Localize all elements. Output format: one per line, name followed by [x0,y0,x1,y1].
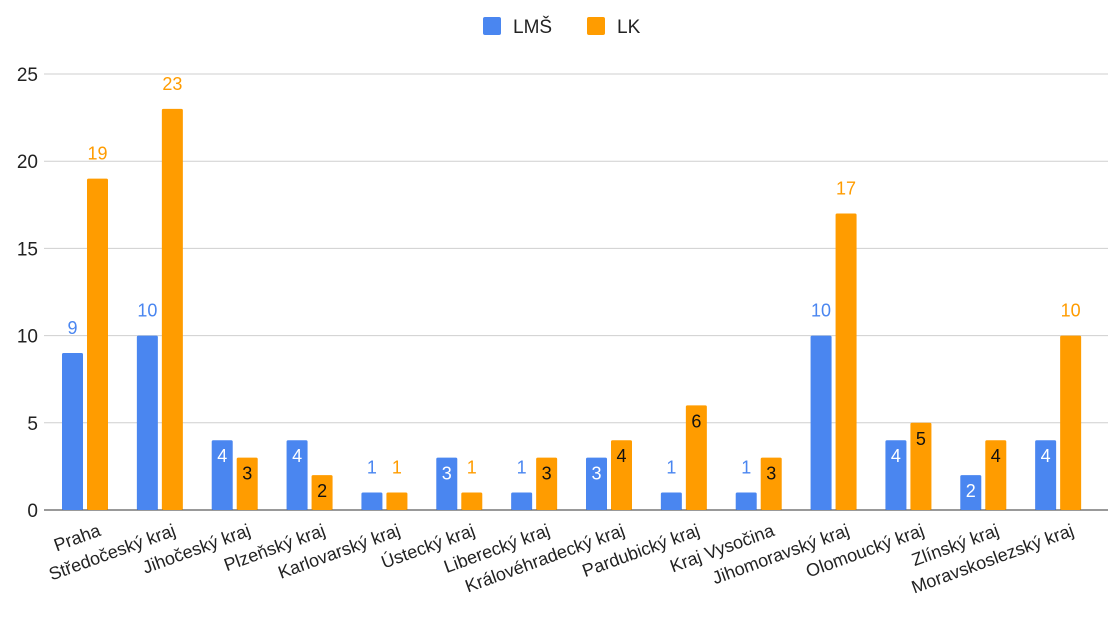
bar-lk [910,422,932,510]
legend-label: LK [617,17,641,38]
bar-lms [960,475,982,510]
bar-lms [586,457,607,510]
bar-lk [536,457,558,510]
bar-lms [136,335,158,510]
data-label: 10 [811,301,831,321]
data-label: 1 [367,458,377,478]
data-label: 9 [67,318,77,338]
data-label: 1 [392,458,402,478]
data-label: 4 [292,446,302,466]
bar-lms [511,492,533,510]
data-label: 19 [87,144,107,164]
bars [62,108,1082,510]
bar-lk [835,213,857,510]
bar-lk [461,492,483,510]
data-label: 3 [442,464,452,484]
y-axis-ticks: 0 5 10 15 20 25 [17,65,38,522]
y-tick-label: 5 [27,414,38,435]
data-label: 4 [616,446,626,466]
legend-swatch [483,17,501,35]
data-label: 1 [666,458,676,478]
data-label: 23 [162,74,182,94]
data-label: 3 [766,464,776,484]
bar-lms [62,353,83,510]
data-label: 4 [1041,446,1051,466]
bar-lms [436,457,458,510]
bar-lk [685,405,707,510]
bar-lms [286,440,308,510]
bar-lk [760,457,782,510]
data-label: 10 [1061,301,1081,321]
data-label: 3 [242,464,252,484]
data-label: 2 [317,481,327,501]
bar-lms [885,440,907,510]
bar-lk [161,108,183,510]
legend-label: LMŠ [513,16,552,38]
bar-lms [211,440,233,510]
bar-lk [985,440,1007,510]
data-label: 2 [966,481,976,501]
bar-lms [660,492,682,510]
bar-lk [236,457,258,510]
data-label: 4 [991,446,1001,466]
bar-lk [311,475,333,510]
y-tick-label: 25 [17,65,38,86]
data-label: 1 [467,458,477,478]
bar-lk [611,440,632,510]
bar-lk [386,492,408,510]
data-label: 4 [217,446,227,466]
legend: LMŠ LK [483,16,641,38]
y-tick-label: 0 [27,501,38,522]
data-label: 6 [691,411,701,431]
y-tick-label: 10 [17,327,38,348]
data-label: 5 [916,429,926,449]
y-tick-label: 15 [17,239,38,260]
gridlines [44,73,1108,511]
data-label: 4 [891,446,901,466]
legend-swatch [587,17,605,35]
data-label: 3 [591,464,601,484]
data-label: 1 [741,458,751,478]
bar-lms [810,335,832,510]
bar-lk [87,178,108,510]
data-label: 17 [836,179,856,199]
data-label: 3 [542,464,552,484]
bar-lms [735,492,757,510]
y-tick-label: 20 [17,152,38,173]
bar-lms [1035,440,1057,510]
data-label: 10 [137,301,157,321]
bar-lms [361,492,383,510]
bar-lk [1060,335,1082,510]
data-label: 1 [517,458,527,478]
